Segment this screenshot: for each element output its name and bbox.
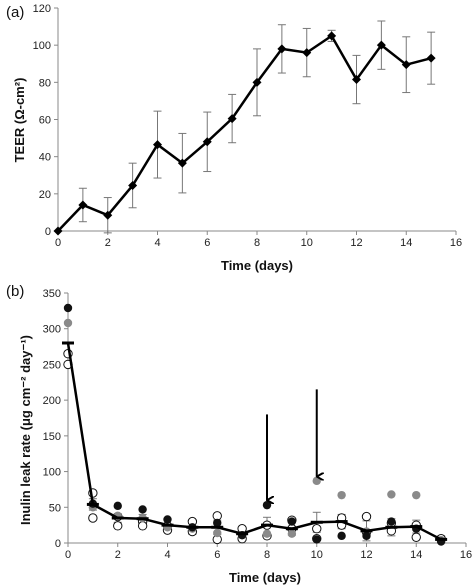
teer-point (153, 140, 162, 150)
teer-point (78, 200, 88, 210)
y-tick-label: 200 (43, 395, 61, 407)
open-circle-point (137, 521, 148, 531)
panel-label-a: (a) (6, 4, 24, 21)
x-tick-label: 0 (55, 237, 61, 249)
open-circle-point (312, 524, 322, 534)
black-point (387, 517, 396, 526)
teer-point (327, 31, 337, 41)
x-tick-label: 2 (115, 549, 121, 561)
gray-point (213, 528, 222, 538)
x-tick-label: 6 (204, 237, 210, 249)
open-circle-point (212, 511, 222, 521)
teer-point (252, 77, 262, 87)
black-point (163, 515, 172, 524)
plot-area-a: 0 2 4 6 8 10 12 14 16 0 20 40 60 80 100 120 (33, 3, 462, 249)
black-point (262, 500, 272, 510)
teer-point (302, 48, 312, 58)
y-axis-label-a: TEER (Ω-cm²) (12, 78, 27, 163)
plot-area-b: 0 2 4 6 8 10 12 14 16 0 50 100 150 200 250 300 350 (43, 288, 472, 561)
black-point (362, 531, 371, 541)
x-tick-label: 2 (105, 237, 111, 249)
y-tick-label: 20 (39, 189, 51, 201)
x-tick-label: 4 (154, 237, 160, 249)
black-point (213, 518, 222, 528)
teer-point (426, 53, 436, 63)
teer-point (103, 210, 113, 220)
gray-point (387, 490, 396, 499)
teer-point (202, 137, 212, 147)
teer-point (376, 40, 386, 50)
x-tick-label: 4 (164, 549, 170, 561)
open-circle-point (88, 513, 98, 523)
black-point (113, 501, 122, 511)
y-tick-label: 50 (49, 502, 61, 514)
teer-point (128, 180, 138, 190)
x-tick-label: 6 (214, 549, 220, 561)
black-point (312, 535, 321, 544)
chart-panel-a: (a) 0 2 4 6 8 10 12 14 16 0 20 40 60 80 100 120 Time (d… (6, 3, 462, 273)
mean-line (66, 342, 442, 541)
y-tick-label: 80 (39, 77, 51, 89)
gray-point (312, 476, 321, 486)
open-circle-point (361, 511, 372, 522)
teer-point (352, 75, 361, 85)
y-tick-label: 350 (43, 288, 61, 300)
x-tick-label: 16 (450, 237, 462, 249)
teer-point (177, 158, 187, 168)
black-point (138, 505, 147, 514)
x-tick-label: 14 (400, 237, 412, 249)
y-tick-label: 60 (39, 115, 51, 127)
panel-label-b: (b) (6, 283, 24, 300)
y-tick-label: 250 (43, 359, 61, 371)
x-tick-label: 14 (410, 549, 422, 561)
x-axis-label-a: Time (days) (221, 258, 293, 273)
black-point (287, 517, 297, 526)
y-tick-label: 0 (55, 538, 61, 550)
y-tick-label: 300 (43, 324, 61, 336)
y-tick-label: 40 (39, 152, 51, 164)
y-tick-label: 100 (43, 467, 61, 479)
black-point (63, 303, 73, 313)
x-tick-label: 12 (350, 237, 362, 249)
teer-point (227, 114, 237, 124)
teer-point (401, 60, 411, 70)
y-tick-label: 100 (33, 40, 51, 52)
y-axis-label-b: Inulin leak rate (μg cm⁻² day⁻¹) (18, 335, 33, 525)
x-tick-label: 16 (460, 549, 472, 561)
teer-point (277, 44, 287, 54)
black-point (337, 531, 346, 541)
x-tick-label: 10 (311, 549, 323, 561)
teer-point (53, 226, 63, 236)
x-tick-label: 8 (264, 549, 270, 561)
x-tick-label: 10 (301, 237, 313, 249)
x-tick-label: 8 (254, 237, 260, 249)
gray-point (337, 490, 346, 500)
y-tick-label: 120 (33, 3, 51, 15)
open-circle-point (411, 532, 421, 542)
chart-panel-b: (b) 0 2 4 6 8 10 12 14 16 0 50 100 150 200 250 300 350 T… (6, 283, 472, 585)
x-tick-label: 0 (65, 549, 71, 561)
open-circle-point (113, 521, 123, 531)
x-axis-label-b: Time (days) (229, 570, 301, 585)
gray-point (63, 318, 73, 328)
y-tick-label: 0 (45, 226, 51, 238)
x-tick-label: 12 (360, 549, 372, 561)
gray-point (287, 529, 297, 538)
y-tick-label: 150 (43, 431, 61, 443)
gray-point (262, 529, 272, 538)
teer-line (57, 34, 432, 232)
gray-point (412, 490, 421, 500)
